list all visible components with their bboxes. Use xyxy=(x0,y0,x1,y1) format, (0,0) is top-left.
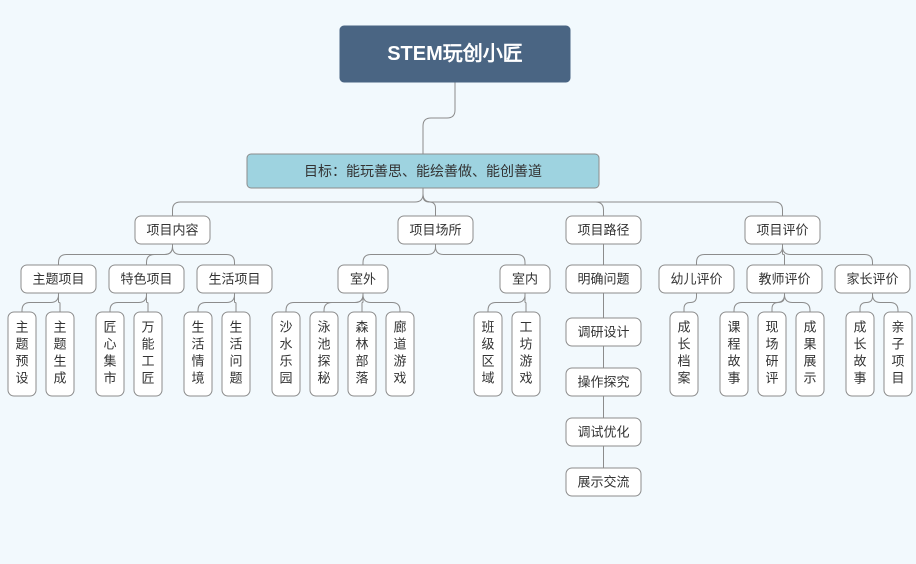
svg-text:题: 题 xyxy=(53,337,66,352)
svg-text:程: 程 xyxy=(727,337,740,352)
svg-text:STEM玩创小匠: STEM玩创小匠 xyxy=(387,41,523,65)
svg-text:室内: 室内 xyxy=(512,272,538,287)
svg-text:项目路径: 项目路径 xyxy=(577,223,629,238)
svg-text:游: 游 xyxy=(519,354,532,369)
svg-text:子: 子 xyxy=(891,337,904,352)
svg-text:工: 工 xyxy=(141,354,154,369)
svg-text:林: 林 xyxy=(355,337,368,352)
svg-text:预: 预 xyxy=(15,354,28,369)
svg-text:域: 域 xyxy=(481,371,494,386)
svg-text:室外: 室外 xyxy=(350,272,376,287)
svg-text:案: 案 xyxy=(677,371,690,386)
svg-text:主: 主 xyxy=(15,320,28,335)
svg-text:示: 示 xyxy=(803,371,816,386)
svg-text:果: 果 xyxy=(803,337,816,352)
svg-text:廊: 廊 xyxy=(393,320,406,335)
svg-text:展: 展 xyxy=(803,354,816,369)
svg-text:乐: 乐 xyxy=(279,354,292,369)
mindmap-diagram: STEM玩创小匠目标：能玩善思、能绘善做、能创善道项目内容项目场所项目路径项目评… xyxy=(0,0,916,564)
svg-text:成: 成 xyxy=(677,320,690,335)
svg-text:探: 探 xyxy=(317,354,330,369)
svg-text:坊: 坊 xyxy=(519,337,532,352)
svg-text:展示交流: 展示交流 xyxy=(577,475,629,490)
svg-text:特色项目: 特色项目 xyxy=(120,272,172,287)
svg-text:项目评价: 项目评价 xyxy=(756,223,808,238)
svg-text:目: 目 xyxy=(891,371,904,386)
svg-text:工: 工 xyxy=(519,320,532,335)
svg-text:项目场所: 项目场所 xyxy=(409,223,461,238)
svg-text:水: 水 xyxy=(279,337,292,352)
svg-text:落: 落 xyxy=(355,371,368,386)
svg-text:成: 成 xyxy=(53,371,66,386)
svg-text:长: 长 xyxy=(853,337,866,352)
svg-text:主题项目: 主题项目 xyxy=(32,272,84,287)
svg-text:泳: 泳 xyxy=(317,320,330,335)
svg-text:万: 万 xyxy=(141,320,154,335)
svg-text:境: 境 xyxy=(191,371,204,386)
svg-text:幼儿评价: 幼儿评价 xyxy=(670,272,722,287)
svg-text:故: 故 xyxy=(853,354,866,369)
svg-text:成: 成 xyxy=(803,320,816,335)
svg-text:目标：能玩善思、能绘善做、能创善道: 目标：能玩善思、能绘善做、能创善道 xyxy=(304,163,542,179)
svg-text:题: 题 xyxy=(229,371,242,386)
svg-text:操作探究: 操作探究 xyxy=(577,375,629,390)
svg-text:故: 故 xyxy=(727,354,740,369)
svg-text:课: 课 xyxy=(727,320,740,335)
svg-text:级: 级 xyxy=(481,337,494,352)
svg-text:教师评价: 教师评价 xyxy=(758,272,810,287)
svg-text:游: 游 xyxy=(393,354,406,369)
svg-text:事: 事 xyxy=(853,371,866,386)
svg-text:档: 档 xyxy=(677,354,690,369)
svg-text:家长评价: 家长评价 xyxy=(846,272,898,287)
svg-text:戏: 戏 xyxy=(519,371,532,386)
svg-text:市: 市 xyxy=(103,371,116,386)
svg-text:森: 森 xyxy=(355,320,368,335)
svg-text:研: 研 xyxy=(765,354,778,369)
svg-text:调试优化: 调试优化 xyxy=(577,425,629,440)
svg-text:主: 主 xyxy=(53,320,66,335)
svg-text:区: 区 xyxy=(481,354,494,369)
svg-text:生: 生 xyxy=(53,354,66,369)
svg-text:能: 能 xyxy=(141,337,154,352)
svg-text:场: 场 xyxy=(765,337,778,352)
svg-text:生: 生 xyxy=(191,320,204,335)
svg-text:生: 生 xyxy=(229,320,242,335)
svg-text:调研设计: 调研设计 xyxy=(577,325,629,340)
svg-text:戏: 戏 xyxy=(393,371,406,386)
svg-text:集: 集 xyxy=(103,354,116,369)
svg-text:秘: 秘 xyxy=(317,371,330,386)
svg-text:明确问题: 明确问题 xyxy=(577,272,629,287)
svg-text:沙: 沙 xyxy=(279,320,292,335)
svg-text:现: 现 xyxy=(765,320,778,335)
svg-text:情: 情 xyxy=(191,354,204,369)
svg-text:园: 园 xyxy=(279,371,292,386)
svg-text:池: 池 xyxy=(317,337,330,352)
svg-text:部: 部 xyxy=(355,354,368,369)
svg-text:问: 问 xyxy=(229,354,242,369)
svg-text:评: 评 xyxy=(765,371,778,386)
svg-text:长: 长 xyxy=(677,337,690,352)
svg-text:匠: 匠 xyxy=(141,371,154,386)
svg-text:事: 事 xyxy=(727,371,740,386)
svg-text:班: 班 xyxy=(481,320,494,335)
svg-text:道: 道 xyxy=(393,337,406,352)
svg-text:项目内容: 项目内容 xyxy=(146,223,198,238)
svg-text:心: 心 xyxy=(103,337,116,352)
svg-text:项: 项 xyxy=(891,354,904,369)
svg-text:亲: 亲 xyxy=(891,320,904,335)
svg-text:活: 活 xyxy=(191,337,204,352)
svg-text:成: 成 xyxy=(853,320,866,335)
svg-text:生活项目: 生活项目 xyxy=(208,272,260,287)
svg-text:题: 题 xyxy=(15,337,28,352)
svg-text:匠: 匠 xyxy=(103,320,116,335)
svg-text:设: 设 xyxy=(15,371,28,386)
svg-text:活: 活 xyxy=(229,337,242,352)
